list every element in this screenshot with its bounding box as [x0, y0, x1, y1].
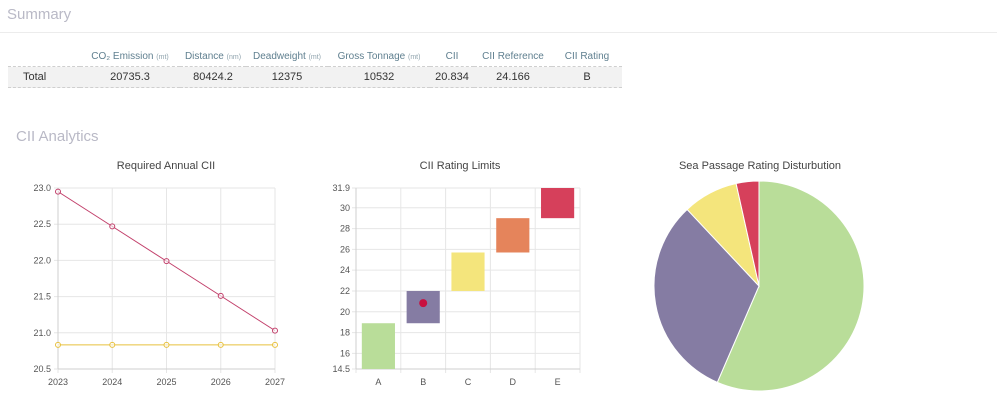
summary-header-cii: CII: [445, 51, 459, 62]
series-point: [217, 292, 224, 299]
rating-range-bar-a: [361, 323, 395, 369]
y-tick-label: 20.5: [33, 364, 51, 374]
required-annual-cii-chart: 20.5 21.0 21.5 22.0 22.5 23.0 2023 2024 2025 2026…: [33, 183, 285, 387]
x-tick-label: C: [465, 377, 472, 387]
y-tick-label: 30: [340, 203, 350, 213]
chart-title-sea-passage-rating: Sea Passage Rating Disturbution: [678, 160, 842, 172]
series-point: [272, 341, 278, 348]
summary-row-label: Total: [8, 66, 80, 88]
x-tick-label: 2026: [211, 377, 231, 387]
pie-slice-3: [735, 180, 760, 287]
series-point: [163, 258, 170, 265]
pie-slice-1: [653, 208, 760, 384]
rating-range-bar-c: [451, 252, 485, 291]
summary-value-co2: 20735.3: [80, 66, 180, 88]
x-tick-label: 2023: [48, 377, 68, 387]
rating-range-bar-d: [496, 218, 530, 253]
summary-header-cii-rating: CII Rating: [564, 51, 610, 62]
series-point: [55, 188, 61, 195]
x-tick-label: 2024: [102, 377, 122, 387]
y-tick-label: 21.5: [33, 292, 51, 302]
x-tick-label: D: [510, 377, 517, 387]
pie-slice-0: [716, 180, 865, 392]
summary-header-distance: Distance (nm): [184, 51, 242, 62]
y-tick-label: 18: [340, 328, 350, 338]
summary-title: Summary: [7, 6, 72, 23]
y-tick-label: 24: [340, 265, 350, 275]
series-point: [272, 327, 278, 334]
rating-range-bar-e: [541, 188, 575, 219]
summary-value-cii: 20.834: [430, 66, 474, 88]
summary-header-deadweight: Deadweight (mt): [252, 51, 322, 62]
y-tick-label: 14.5: [332, 364, 350, 374]
y-tick-label: 26: [340, 244, 350, 254]
series-point: [217, 341, 224, 348]
y-tick-label: 28: [340, 224, 350, 234]
summary-header-row: CO₂ Emission (mt) Distance (nm) Deadweig…: [8, 47, 622, 67]
series-point: [55, 341, 61, 348]
current-cii-marker: [419, 299, 428, 308]
cii-rating-limits-chart: 14.5 16 18 20 22 24 26 28 30 31.9 A B C D E: [332, 183, 581, 387]
summary-header-gross-tonnage: Gross Tonnage (mt): [337, 51, 421, 62]
x-tick-label: 2027: [265, 377, 285, 387]
summary-value-cii-rating: B: [552, 66, 622, 88]
summary-value-deadweight: 12375: [246, 66, 328, 88]
x-tick-label: E: [555, 377, 561, 387]
y-tick-label: 21.0: [33, 328, 51, 338]
y-tick-label: 22.0: [33, 255, 51, 265]
summary-value-gross-tonnage: 10532: [328, 66, 430, 88]
sea-passage-rating-pie-chart: [653, 180, 865, 392]
summary-table: CO₂ Emission (mt) Distance (nm) Deadweig…: [8, 47, 622, 88]
x-tick-label: A: [375, 377, 381, 387]
y-tick-label: 16: [340, 348, 350, 358]
analytics-title: CII Analytics: [16, 128, 99, 145]
x-tick-label: B: [420, 377, 426, 387]
y-tick-label: 22: [340, 286, 350, 296]
series-point: [109, 223, 116, 230]
summary-header-cii-reference: CII Reference: [482, 51, 544, 62]
chart-title-required-annual-cii: Required Annual CII: [116, 160, 216, 172]
chart-title-cii-rating-limits: CII Rating Limits: [419, 160, 501, 172]
summary-value-distance: 80424.2: [180, 66, 246, 88]
summary-divider: [0, 32, 997, 33]
series-point: [109, 341, 116, 348]
series-point: [163, 341, 170, 348]
y-tick-label: 20: [340, 307, 350, 317]
summary-header-blank: [8, 47, 80, 67]
x-tick-label: 2025: [156, 377, 176, 387]
summary-header-co2: CO₂ Emission (mt): [91, 51, 169, 62]
summary-total-row: Total 20735.3 80424.2 12375 10532 20.834…: [8, 66, 622, 88]
y-tick-label: 23.0: [33, 183, 51, 193]
y-tick-label: 22.5: [33, 219, 51, 229]
summary-value-cii-reference: 24.166: [474, 66, 552, 88]
y-tick-label: 31.9: [332, 183, 350, 193]
